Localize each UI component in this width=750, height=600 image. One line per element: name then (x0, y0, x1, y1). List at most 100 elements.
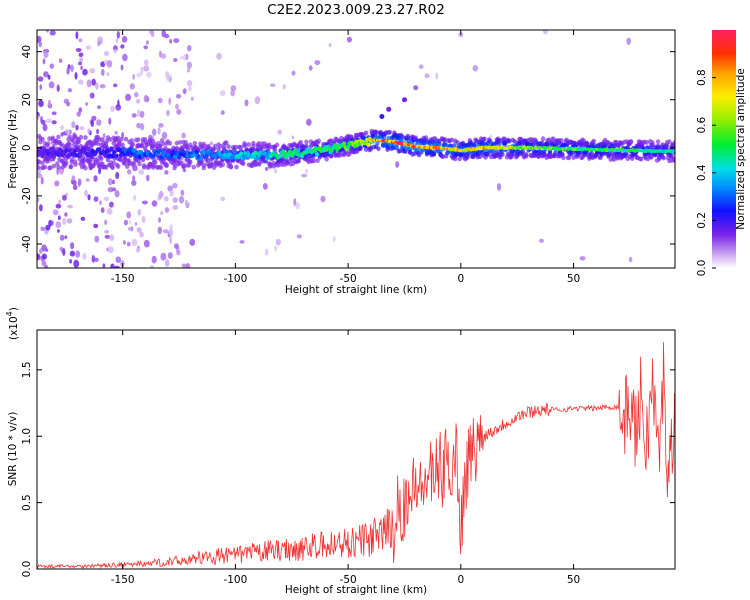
spectrogram-panel: -150 -100 -50 0 50 -40 -20 0 20 40 Height of str… (7, 29, 676, 296)
noise-speckle (141, 216, 146, 224)
noise-speckle (346, 36, 352, 43)
noise-speckle (78, 52, 84, 58)
x-tick-label: 50 (567, 273, 580, 285)
noise-speckle (93, 175, 98, 182)
noise-speckle (306, 118, 312, 126)
ridge-halo (82, 157, 87, 163)
ridge-halo (667, 139, 672, 145)
ridge-halo (68, 164, 74, 170)
spectral-feature (413, 85, 419, 91)
ridge-halo (650, 142, 655, 148)
noise-speckle (100, 207, 105, 214)
ridge-halo (123, 136, 129, 142)
noise-speckle (104, 235, 111, 239)
ridge-point (366, 142, 371, 147)
noise-speckle (103, 196, 110, 202)
ridge-halo (472, 141, 477, 147)
noise-speckle (157, 127, 161, 135)
ridge-halo (137, 161, 142, 167)
noise-speckle (126, 211, 132, 219)
ridge-point (232, 149, 237, 155)
spectrogram-y-axis-label: Frequency (Hz) (7, 109, 19, 188)
snr-plot-area (37, 330, 675, 569)
noise-speckle (49, 63, 54, 69)
spectral-feature (379, 114, 385, 119)
noise-speckle (43, 50, 49, 59)
noise-speckle (110, 263, 115, 268)
ridge-point (75, 153, 80, 158)
ridge-halo (228, 164, 234, 170)
noise-speckle (169, 38, 173, 44)
ridge-halo (423, 135, 429, 141)
ridge-halo (374, 129, 379, 135)
ridge-halo (654, 152, 660, 158)
ridge-halo (119, 136, 124, 142)
noise-speckle (39, 84, 42, 91)
ridge-halo (329, 153, 334, 159)
noise-speckle (39, 248, 43, 254)
noise-speckle (275, 238, 281, 246)
noise-speckle (121, 36, 128, 43)
ridge-halo (152, 163, 157, 169)
noise-speckle (67, 204, 73, 209)
ridge-halo (358, 145, 363, 150)
noise-speckle (172, 182, 178, 189)
ridge-halo (40, 160, 45, 166)
ridge-halo (158, 165, 164, 170)
ridge-halo (218, 143, 223, 149)
ridge-halo (477, 154, 483, 160)
noise-speckle (107, 187, 114, 193)
ridge-halo (105, 157, 111, 163)
noise-speckle (102, 263, 106, 268)
ridge-halo (178, 139, 183, 145)
x-tick-label: -150 (111, 273, 135, 285)
ridge-halo (442, 137, 448, 143)
ridge-point (296, 148, 301, 153)
noise-speckle (131, 113, 137, 118)
spectrogram-marks (37, 30, 675, 268)
colorbar-gradient (712, 30, 736, 268)
x-tick-label: 50 (567, 574, 580, 586)
noise-speckle (89, 92, 95, 99)
noise-speckle (37, 173, 43, 179)
ridge-halo (552, 153, 557, 159)
snr-frame (36, 329, 676, 570)
snr-panel: -150 -100 -50 0 50 0.0 0.5 1.0 1.5 Height of st… (5, 307, 676, 596)
svg-text:(x104): (x104) (5, 307, 20, 340)
noise-speckle (291, 70, 296, 76)
noise-speckle (51, 111, 57, 116)
ridge-halo (130, 141, 135, 147)
ridge-halo (108, 137, 113, 142)
ridge-halo (289, 157, 294, 163)
noise-speckle (79, 57, 83, 63)
ridge-halo (47, 136, 52, 142)
ridge-halo (268, 161, 273, 167)
noise-speckle (66, 101, 70, 107)
noise-speckle (79, 126, 85, 131)
noise-speckle (66, 218, 73, 224)
noise-speckle (45, 224, 51, 231)
noise-speckle (239, 240, 245, 244)
ridge-halo (56, 164, 61, 170)
snr-y-ticks: 0.0 0.5 1.0 1.5 (21, 361, 675, 577)
noise-speckle (59, 234, 65, 241)
ridge-halo (628, 139, 634, 145)
noise-speckle (120, 64, 124, 71)
noise-speckle (135, 248, 140, 253)
ridge-halo (95, 141, 101, 147)
ridge-halo (153, 159, 158, 165)
noise-speckle (80, 65, 83, 70)
noise-speckle (123, 219, 128, 226)
noise-speckle (219, 90, 226, 97)
noise-speckle (47, 99, 51, 107)
noise-speckle (134, 222, 138, 226)
noise-speckle (56, 84, 60, 92)
ridge-point (181, 149, 186, 154)
ridge-halo (453, 156, 458, 162)
x-tick-label: -100 (223, 273, 247, 285)
noise-speckle (84, 189, 88, 197)
ridge-halo (570, 149, 575, 155)
noise-speckle (54, 180, 60, 187)
noise-speckle (472, 65, 479, 72)
